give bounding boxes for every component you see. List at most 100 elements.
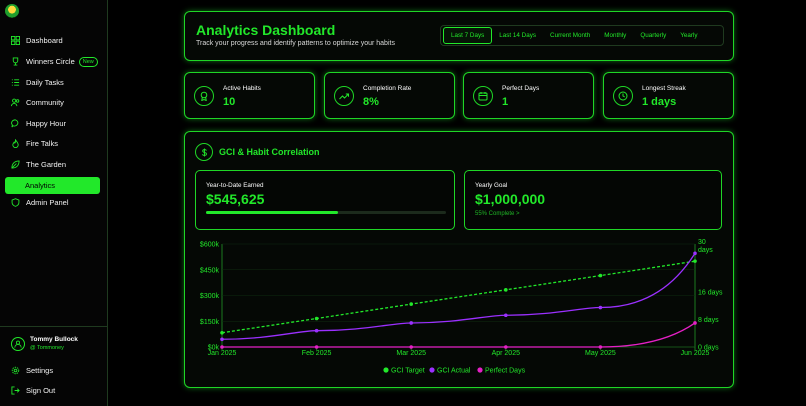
y-left-tick-label: $450k: [200, 267, 220, 274]
settings-label: Settings: [26, 366, 54, 375]
y-right-tick-label: 16 days: [698, 290, 723, 297]
ytd-progress-bar: [206, 211, 446, 214]
data-point: [220, 330, 224, 335]
leaf-icon: [11, 160, 20, 169]
ytd-label: Year-to-Date Earned: [206, 182, 264, 189]
stat-card-longest-streak: Longest Streak 1 days: [603, 72, 734, 119]
chat-icon: [11, 119, 20, 128]
yearly-goal-card: Yearly Goal $1,000,000 55% Complete >: [464, 170, 722, 230]
series-line-perfect-days: [221, 322, 696, 348]
sidebar-item-fire-talks[interactable]: Fire Talks: [5, 135, 100, 152]
sidebar-item-label: Dashboard: [26, 36, 63, 45]
sidebar-item-label: The Garden: [26, 160, 67, 169]
stat-label: Longest Streak: [642, 85, 686, 92]
data-point: [598, 345, 603, 349]
sidebar-item-daily-tasks[interactable]: Daily Tasks: [5, 74, 100, 91]
dollar-icon: [195, 143, 213, 161]
series-line-gci-actual: [221, 252, 696, 340]
sidebar-item-the-garden[interactable]: The Garden: [5, 156, 100, 173]
y-left-tick-label: $150k: [200, 319, 220, 326]
y-left-tick-label: $0k: [208, 345, 220, 352]
user-name: Tommy Bullock: [30, 336, 78, 343]
calendar-icon: [473, 86, 493, 106]
sidebar-item-admin-panel[interactable]: Admin Panel: [5, 194, 100, 211]
user-icon: [14, 340, 22, 348]
data-point: [504, 345, 508, 349]
data-point: [598, 305, 603, 310]
y-right-tick-label: 0 days: [698, 345, 719, 352]
series-line-gci-target: [221, 260, 696, 334]
sign-out-label: Sign Out: [26, 386, 56, 395]
stat-label: Perfect Days: [502, 85, 540, 92]
clock-icon: [613, 86, 633, 106]
y-right-tick-label: 30: [698, 239, 706, 246]
gear-icon: [11, 366, 20, 375]
x-tick-label: Apr 2025: [492, 350, 521, 357]
range-monthly[interactable]: Monthly: [604, 32, 627, 39]
stat-value: 1 days: [642, 96, 677, 108]
data-point: [220, 345, 224, 349]
sidebar-item-analytics[interactable]: Analytics: [5, 177, 100, 194]
sidebar-item-dashboard[interactable]: Dashboard: [5, 32, 100, 49]
legend-marker: [383, 367, 389, 373]
section-title: GCI & Habit Correlation: [219, 147, 320, 157]
new-badge: New: [78, 56, 98, 67]
stat-card-completion-rate: Completion Rate 8%: [324, 72, 455, 119]
sidebar-item-label: Fire Talks: [26, 139, 58, 148]
user-handle: @ Tommoney: [30, 345, 64, 351]
range-current-month[interactable]: Current Month: [550, 32, 591, 39]
sidebar-item-label: Daily Tasks: [26, 78, 64, 87]
app-logo[interactable]: [5, 4, 19, 18]
sidebar-item-happy-hour[interactable]: Happy Hour: [5, 115, 100, 132]
x-tick-label: Jun 2025: [681, 350, 710, 357]
ytd-progress-fill: [206, 211, 338, 214]
data-point: [314, 345, 319, 349]
data-point: [598, 273, 603, 278]
stat-card-active-habits: Active Habits 10: [184, 72, 315, 119]
list-icon: [11, 78, 20, 87]
range-yearly[interactable]: Yearly: [680, 32, 698, 39]
sign-out-button[interactable]: Sign Out: [5, 382, 100, 399]
stat-label: Completion Rate: [363, 85, 412, 92]
settings-button[interactable]: Settings: [5, 362, 100, 379]
sidebar-item-label: Analytics: [25, 181, 56, 190]
x-tick-label: Jan 2025: [208, 350, 237, 357]
trend-up-icon: [334, 86, 354, 106]
goal-progress-link[interactable]: 55% Complete >: [475, 211, 520, 217]
y-right-tick-label: days: [698, 247, 713, 254]
legend-label: GCI Actual: [437, 368, 471, 375]
sidebar-item-label: Happy Hour: [26, 119, 67, 128]
data-point: [693, 251, 697, 256]
sidebar-item-community[interactable]: Community: [5, 94, 100, 111]
stat-label: Active Habits: [223, 85, 261, 92]
legend-label: GCI Target: [391, 368, 425, 375]
y-left-tick-label: $600k: [200, 242, 220, 249]
sidebar-item-label: Admin Panel: [26, 198, 69, 207]
y-right-tick-label: 8 days: [698, 317, 719, 324]
medal-icon: [194, 86, 214, 106]
range-quarterly[interactable]: Quarterly: [640, 32, 667, 39]
x-tick-label: Feb 2025: [302, 350, 332, 357]
x-tick-label: May 2025: [585, 350, 616, 357]
stat-value: 10: [223, 96, 236, 108]
sidebar-item-label: Community: [26, 98, 64, 107]
time-range-selector: Last 7 Days Last 14 Days Current Month M…: [440, 25, 724, 46]
legend-marker: [429, 367, 435, 373]
header-card: Analytics Dashboard Track your progress …: [184, 11, 734, 61]
range-last-7-days[interactable]: Last 7 Days: [443, 27, 493, 44]
sidebar-item-winners-circle[interactable]: Winners Circle New: [5, 53, 100, 70]
data-point: [409, 345, 414, 349]
data-point: [693, 259, 697, 263]
data-point: [504, 313, 508, 318]
data-point: [220, 337, 224, 342]
stat-value: 8%: [363, 96, 379, 108]
range-last-14-days[interactable]: Last 14 Days: [499, 32, 537, 39]
data-point: [409, 302, 414, 306]
flame-icon: [11, 139, 20, 148]
sidebar: Dashboard Winners Circle New Daily Tasks…: [0, 0, 108, 406]
ytd-value: $545,625: [206, 191, 265, 207]
stat-card-perfect-days: Perfect Days 1: [463, 72, 594, 119]
stat-value: 1: [502, 96, 509, 108]
avatar[interactable]: [11, 337, 25, 351]
